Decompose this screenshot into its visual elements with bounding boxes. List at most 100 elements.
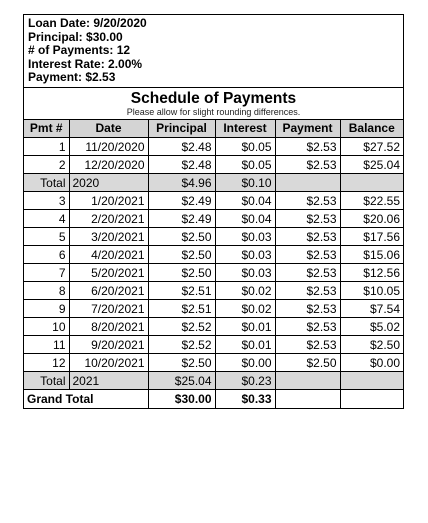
cell-principal: $2.49 bbox=[147, 209, 216, 228]
table-row: 5 3/20/2021 $2.50 $0.03 $2.53 $17.56 bbox=[24, 227, 403, 246]
total-year: 2021 bbox=[68, 371, 149, 390]
cell-balance: $10.05 bbox=[339, 281, 403, 300]
cell-principal: $2.50 bbox=[147, 263, 216, 282]
loan-date-text: Loan Date: 9/20/2020 bbox=[28, 16, 147, 30]
loan-schedule-panel: Loan Date: 9/20/2020 Principal: $30.00 #… bbox=[23, 14, 404, 409]
grand-total-label: Grand Total bbox=[24, 389, 149, 408]
cell-payment: $2.53 bbox=[274, 137, 341, 156]
cell-payment: $2.53 bbox=[274, 299, 341, 318]
cell-date: 3/20/2021 bbox=[68, 227, 149, 246]
cell-pmt-number: 10 bbox=[24, 317, 70, 336]
cell-payment: $2.53 bbox=[274, 281, 341, 300]
cell-principal: $2.48 bbox=[147, 137, 216, 156]
table-row: 2 12/20/2020 $2.48 $0.05 $2.53 $25.04 bbox=[24, 155, 403, 174]
grand-total-interest: $0.33 bbox=[214, 389, 276, 408]
cell-principal: $2.52 bbox=[147, 317, 216, 336]
table-row: 12 10/20/2021 $2.50 $0.00 $2.50 $0.00 bbox=[24, 353, 403, 372]
table-row: 7 5/20/2021 $2.50 $0.03 $2.53 $12.56 bbox=[24, 263, 403, 282]
cell-payment: $2.53 bbox=[274, 191, 341, 210]
cell-date: 6/20/2021 bbox=[68, 281, 149, 300]
grand-total-row: Grand Total $30.00 $0.33 bbox=[24, 389, 403, 408]
cell-date: 5/20/2021 bbox=[68, 263, 149, 282]
column-header-interest: Interest bbox=[214, 119, 276, 138]
cell-interest: $0.01 bbox=[214, 335, 276, 354]
grand-total-payment-empty bbox=[274, 389, 341, 408]
cell-interest: $0.03 bbox=[214, 245, 276, 264]
cell-interest: $0.03 bbox=[214, 263, 276, 282]
cell-pmt-number: 1 bbox=[24, 137, 70, 156]
cell-pmt-number: 11 bbox=[24, 335, 70, 354]
total-balance-empty bbox=[339, 173, 403, 192]
payment-text: Payment: $2.53 bbox=[28, 70, 116, 84]
cell-balance: $2.50 bbox=[339, 335, 403, 354]
total-principal: $25.04 bbox=[147, 371, 216, 390]
cell-date: 11/20/2020 bbox=[68, 137, 149, 156]
cell-pmt-number: 5 bbox=[24, 227, 70, 246]
total-year: 2020 bbox=[68, 173, 149, 192]
cell-balance: $27.52 bbox=[339, 137, 403, 156]
cell-interest: $0.02 bbox=[214, 299, 276, 318]
year-total-row: Total 2020 $4.96 $0.10 bbox=[24, 173, 403, 192]
cell-pmt-number: 2 bbox=[24, 155, 70, 174]
principal-text: Principal: $30.00 bbox=[28, 29, 123, 44]
cell-principal: $2.48 bbox=[147, 155, 216, 174]
total-label: Total bbox=[24, 371, 70, 390]
cell-interest: $0.04 bbox=[214, 209, 276, 228]
cell-pmt-number: 4 bbox=[24, 209, 70, 228]
table-row: 3 1/20/2021 $2.49 $0.04 $2.53 $22.55 bbox=[24, 191, 403, 210]
table-row: 6 4/20/2021 $2.50 $0.03 $2.53 $15.06 bbox=[24, 245, 403, 264]
cell-interest: $0.05 bbox=[214, 155, 276, 174]
cell-interest: $0.05 bbox=[214, 137, 276, 156]
year-total-row: Total 2021 $25.04 $0.23 bbox=[24, 371, 403, 390]
cell-balance: $15.06 bbox=[339, 245, 403, 264]
cell-pmt-number: 7 bbox=[24, 263, 70, 282]
column-header-date: Date bbox=[68, 119, 149, 138]
cell-interest: $0.01 bbox=[214, 317, 276, 336]
column-header-pmt: Pmt # bbox=[24, 119, 70, 138]
cell-pmt-number: 6 bbox=[24, 245, 70, 264]
table-row: 10 8/20/2021 $2.52 $0.01 $2.53 $5.02 bbox=[24, 317, 403, 336]
table-body: 1 11/20/2020 $2.48 $0.05 $2.53 $27.52 2 12/20/2… bbox=[24, 137, 403, 408]
loan-summary: Loan Date: 9/20/2020 Principal: $30.00 #… bbox=[24, 15, 403, 88]
total-label: Total bbox=[24, 173, 70, 192]
cell-payment: $2.53 bbox=[274, 263, 341, 282]
column-header-balance: Balance bbox=[339, 119, 403, 138]
cell-interest: $0.00 bbox=[214, 353, 276, 372]
cell-date: 7/20/2021 bbox=[68, 299, 149, 318]
cell-payment: $2.53 bbox=[274, 155, 341, 174]
cell-principal: $2.51 bbox=[147, 299, 216, 318]
table-header-row: Pmt # Date Principal Interest Payment Ba… bbox=[24, 119, 403, 138]
total-interest: $0.10 bbox=[214, 173, 276, 192]
total-principal: $4.96 bbox=[147, 173, 216, 192]
num-payments-text: # of Payments: 12 bbox=[28, 43, 131, 57]
total-payment-empty bbox=[274, 371, 341, 390]
cell-interest: $0.04 bbox=[214, 191, 276, 210]
table-row: 9 7/20/2021 $2.51 $0.02 $2.53 $7.54 bbox=[24, 299, 403, 318]
cell-pmt-number: 12 bbox=[24, 353, 70, 372]
cell-pmt-number: 8 bbox=[24, 281, 70, 300]
cell-balance: $22.55 bbox=[339, 191, 403, 210]
table-row: 4 2/20/2021 $2.49 $0.04 $2.53 $20.06 bbox=[24, 209, 403, 228]
cell-principal: $2.50 bbox=[147, 353, 216, 372]
grand-total-balance-empty bbox=[339, 389, 403, 408]
cell-date: 4/20/2021 bbox=[68, 245, 149, 264]
cell-principal: $2.50 bbox=[147, 227, 216, 246]
table-row: 1 11/20/2020 $2.48 $0.05 $2.53 $27.52 bbox=[24, 137, 403, 156]
cell-principal: $2.50 bbox=[147, 245, 216, 264]
cell-payment: $2.53 bbox=[274, 335, 341, 354]
cell-interest: $0.03 bbox=[214, 227, 276, 246]
cell-payment: $2.53 bbox=[274, 317, 341, 336]
cell-interest: $0.02 bbox=[214, 281, 276, 300]
cell-date: 8/20/2021 bbox=[68, 317, 149, 336]
cell-date: 9/20/2021 bbox=[68, 335, 149, 354]
interest-rate-text: Interest Rate: 2.00% bbox=[28, 56, 143, 71]
total-balance-empty bbox=[339, 371, 403, 390]
cell-principal: $2.52 bbox=[147, 335, 216, 354]
cell-balance: $25.04 bbox=[339, 155, 403, 174]
rounding-note: Please allow for slight rounding differe… bbox=[126, 106, 301, 117]
cell-payment: $2.50 bbox=[274, 353, 341, 372]
cell-principal: $2.51 bbox=[147, 281, 216, 300]
column-header-principal: Principal bbox=[147, 119, 216, 138]
cell-date: 2/20/2021 bbox=[68, 209, 149, 228]
cell-date: 1/20/2021 bbox=[68, 191, 149, 210]
